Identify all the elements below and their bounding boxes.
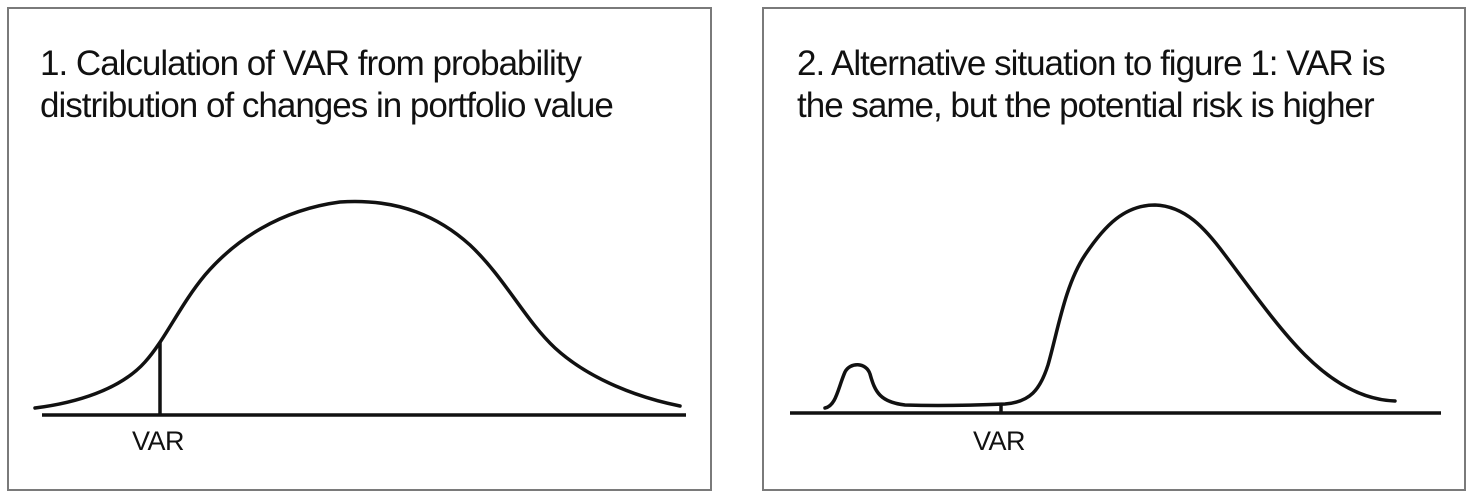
panel-2-distribution-curve	[823, 203, 1397, 410]
panel-1-var-label: VAR	[132, 426, 184, 456]
panel-1: 1. Calculation of VAR from probability d…	[7, 7, 712, 491]
panel-2: 2. Alternative situation to figure 1: VA…	[762, 7, 1466, 491]
panel-1-distribution-curve	[33, 199, 682, 410]
panel-1-title-line-2: distribution of changes in portfolio val…	[40, 86, 613, 125]
panel-2-var-label: VAR	[973, 426, 1025, 456]
panel-2-title-line-1: 2. Alternative situation to figure 1: VA…	[797, 44, 1385, 83]
panel-1-title-line-1: 1. Calculation of VAR from probability	[40, 44, 583, 83]
panel-2-title-line-2: the same, but the potential risk is high…	[797, 86, 1375, 125]
panel-2-frame	[762, 7, 1466, 491]
panel-1-frame	[7, 7, 712, 491]
